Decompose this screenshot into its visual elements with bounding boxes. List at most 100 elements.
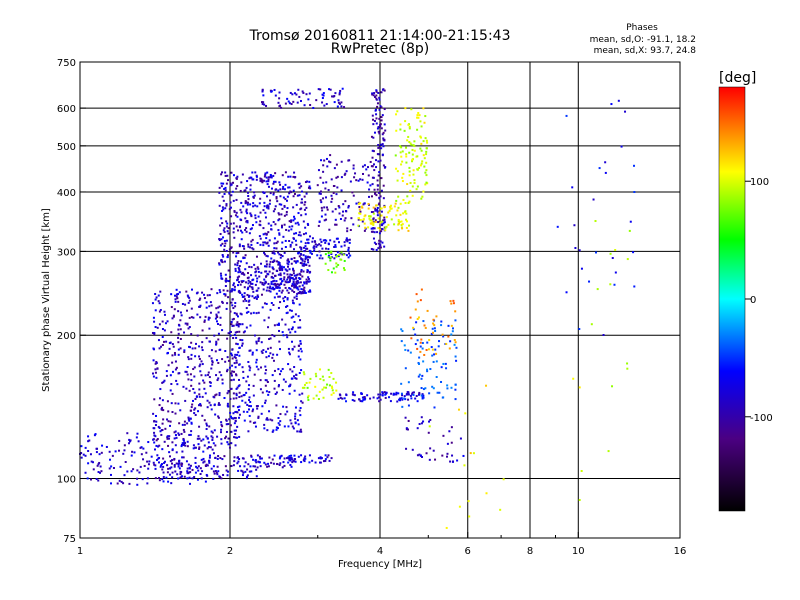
data-point <box>177 310 180 313</box>
data-point <box>397 229 400 232</box>
data-point <box>317 457 320 460</box>
data-point <box>226 254 229 257</box>
data-point <box>322 197 325 200</box>
data-point <box>405 427 408 430</box>
data-point <box>257 267 260 270</box>
data-point <box>342 253 345 256</box>
data-point <box>293 260 296 263</box>
data-point <box>274 393 277 396</box>
data-point <box>304 455 307 458</box>
data-point <box>383 166 386 169</box>
data-point <box>136 477 139 480</box>
x-axis-ticks: 1 2 4 6 8 10 16 <box>77 532 686 557</box>
data-point <box>265 180 268 183</box>
data-point <box>86 477 89 480</box>
data-point <box>169 341 172 344</box>
data-point <box>419 147 422 150</box>
data-point <box>324 253 327 256</box>
data-point <box>119 465 122 468</box>
data-point <box>485 384 488 387</box>
data-point <box>344 172 347 175</box>
data-point <box>287 186 290 189</box>
data-point <box>421 374 424 377</box>
data-point <box>318 250 321 253</box>
data-point <box>253 297 256 300</box>
data-point <box>279 420 282 423</box>
data-point <box>257 340 260 343</box>
data-point <box>220 428 223 431</box>
data-point <box>338 253 341 256</box>
data-point <box>406 391 409 394</box>
data-point <box>380 228 383 231</box>
data-point <box>170 331 173 334</box>
data-point <box>404 348 407 351</box>
data-point <box>298 255 301 258</box>
data-point <box>177 293 180 296</box>
data-point <box>264 232 267 235</box>
data-point <box>326 165 329 168</box>
data-point <box>262 349 265 352</box>
data-point <box>407 229 410 232</box>
data-point <box>207 446 210 449</box>
data-point <box>276 270 279 273</box>
data-point <box>226 302 229 305</box>
data-point <box>252 178 255 181</box>
data-point <box>225 220 228 223</box>
data-point <box>179 328 182 331</box>
data-point <box>340 251 343 254</box>
data-point <box>260 366 263 369</box>
data-point <box>398 220 401 223</box>
data-point <box>425 147 428 150</box>
data-point <box>403 395 406 398</box>
data-point <box>139 446 142 449</box>
data-point <box>275 283 278 286</box>
data-point <box>286 207 289 210</box>
data-point <box>239 189 242 192</box>
data-point <box>288 275 291 278</box>
data-point <box>448 430 451 433</box>
data-point <box>337 101 340 104</box>
data-point <box>293 460 296 463</box>
data-point <box>294 417 297 420</box>
data-point <box>306 269 309 272</box>
data-point <box>279 256 282 259</box>
data-point <box>171 361 174 364</box>
data-point <box>277 101 280 104</box>
data-point <box>245 186 248 189</box>
data-point <box>431 354 434 357</box>
data-point <box>246 221 249 224</box>
data-point <box>403 129 406 132</box>
data-point <box>271 286 274 289</box>
data-point <box>177 432 180 435</box>
data-point <box>234 366 237 369</box>
data-point <box>289 459 292 462</box>
data-point <box>401 180 404 183</box>
data-point <box>239 208 242 211</box>
data-point <box>374 159 377 162</box>
data-point <box>248 232 251 235</box>
data-point <box>174 294 177 297</box>
data-point <box>226 222 229 225</box>
data-point <box>412 169 415 172</box>
data-point <box>308 185 311 188</box>
data-point <box>416 454 419 457</box>
data-point <box>632 251 635 254</box>
data-point <box>203 319 206 322</box>
data-point <box>156 438 159 441</box>
data-point <box>222 289 225 292</box>
data-point <box>267 326 270 329</box>
data-point <box>399 397 402 400</box>
data-point <box>337 263 340 266</box>
data-point <box>242 280 245 283</box>
data-point <box>292 189 295 192</box>
data-point <box>236 323 239 326</box>
data-point <box>80 445 83 448</box>
data-point <box>271 334 274 337</box>
data-point <box>383 245 386 248</box>
data-point <box>161 381 164 384</box>
data-point <box>411 393 414 396</box>
data-point <box>324 187 327 190</box>
data-point <box>252 205 255 208</box>
data-point <box>246 468 249 471</box>
data-point <box>319 456 322 459</box>
